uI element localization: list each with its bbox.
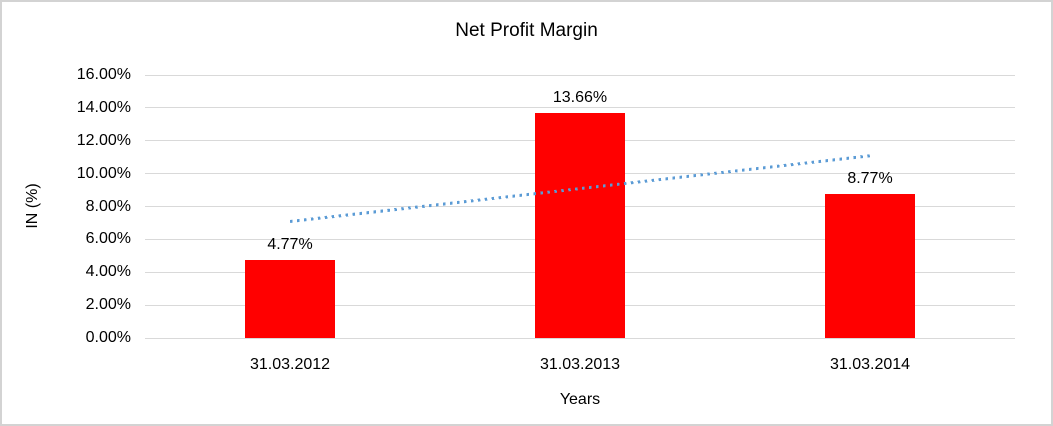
bar-data-label: 8.77% (847, 169, 893, 187)
x-tick-label-31.03.2013: 31.03.2013 (539, 356, 621, 373)
y-tick-label: 0.00% (85, 329, 131, 346)
y-tick-label: 2.00% (85, 296, 131, 314)
x-axis: 31.03.2012 31.03.2013 31.03.2014 (145, 356, 1015, 380)
gridline-0.00% (145, 337, 1015, 339)
bar-31.03.2014 (825, 193, 915, 338)
y-axis: 0.00% 2.00% 4.00% 6.00% 8.00% 10.00% 12.00% 14.… (2, 66, 131, 346)
x-tick-label-31.03.2014: 31.03.2014 (829, 356, 911, 373)
gridline-16.00% (145, 74, 1015, 76)
chart-title: Net Profit Margin (455, 20, 598, 41)
bar-data-label: 13.66% (552, 89, 608, 107)
y-tick-label: 6.00% (85, 230, 131, 248)
y-tick-label: 14.00% (76, 98, 131, 116)
y-tick-label: 8.00% (85, 197, 131, 215)
x-axis-title: Years (559, 391, 601, 408)
y-tick-label: 10.00% (76, 164, 131, 182)
plot-area: 4.77% 13.66% 8.77% (145, 74, 1015, 339)
y-tick-label: 12.00% (76, 131, 131, 149)
y-tick-label: 16.00% (76, 66, 131, 83)
bar-data-label: 4.77% (267, 235, 313, 253)
gridline-14.00% (145, 107, 1015, 109)
bar-31.03.2013 (535, 113, 625, 338)
bar-31.03.2012 (245, 259, 335, 338)
x-tick-label-31.03.2012: 31.03.2012 (249, 356, 331, 373)
y-tick-label: 4.00% (85, 263, 131, 281)
